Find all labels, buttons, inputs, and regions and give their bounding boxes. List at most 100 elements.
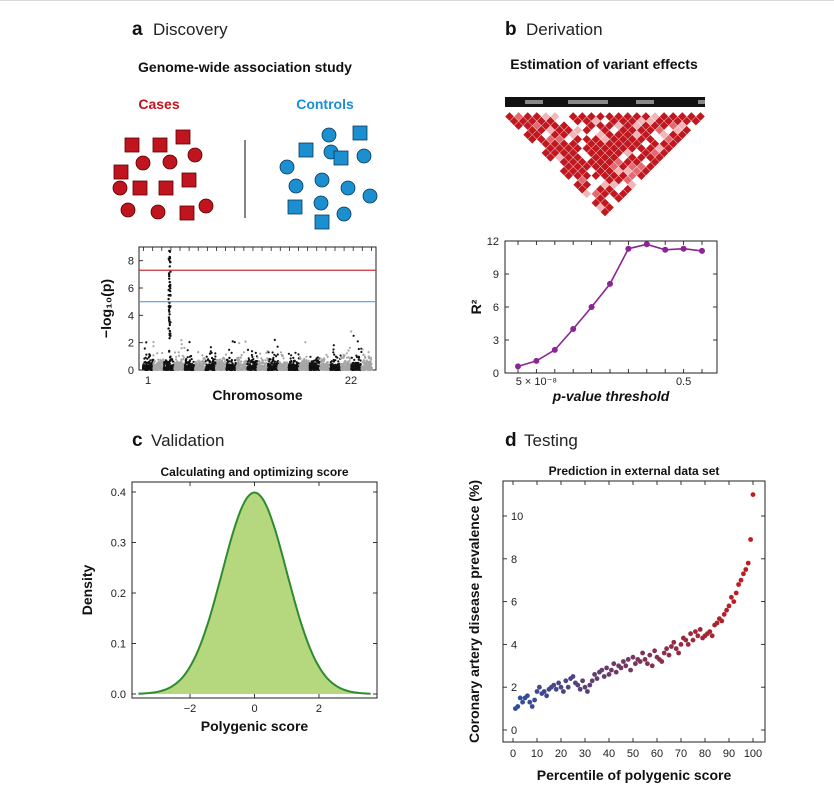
manhattan-point <box>332 348 335 351</box>
manhattan-point <box>215 358 218 361</box>
manhattan-point <box>202 357 205 360</box>
manhattan-point <box>180 358 183 361</box>
manhattan-point <box>273 353 276 356</box>
manhattan-point <box>247 357 250 360</box>
r2-point <box>680 245 687 252</box>
manhattan-point <box>168 350 171 353</box>
manhattan-point <box>248 364 251 367</box>
ld-bar-segment <box>505 100 525 104</box>
manhattan-point <box>228 356 231 360</box>
manhattan-point <box>342 353 345 356</box>
manhattan-point <box>351 368 354 371</box>
prevalence-point <box>649 663 655 669</box>
manhattan-point <box>144 361 148 364</box>
prevalence-point <box>611 661 617 667</box>
manhattan-point <box>213 358 216 361</box>
density-title: Calculating and optimizing score <box>160 465 348 479</box>
manhattan-point <box>214 361 217 364</box>
prevalence-point <box>652 648 657 654</box>
prevalence-point <box>532 697 537 703</box>
prevalence-point <box>669 644 674 649</box>
manhattan-peak-point <box>168 274 171 278</box>
manhattan-point <box>261 364 264 367</box>
y-tick-label: 0.2 <box>111 588 126 600</box>
prevalence-point <box>659 659 665 664</box>
manhattan-point <box>297 353 300 356</box>
y-tick-label: 6 <box>128 283 134 295</box>
manhattan-point <box>180 339 183 342</box>
manhattan-point <box>275 368 278 371</box>
manhattan-point <box>276 360 279 363</box>
cases-group-icon <box>112 129 214 221</box>
manhattan-point <box>211 361 214 364</box>
manhattan-point <box>244 363 247 366</box>
y-tick-label: 4 <box>511 639 517 651</box>
control-square-icon <box>352 125 368 141</box>
case-square-icon <box>152 137 168 153</box>
manhattan-point <box>201 354 204 357</box>
prevalence-point <box>745 560 751 566</box>
manhattan-point <box>367 362 370 365</box>
manhattan-point <box>149 368 152 371</box>
panel-b-title: Derivation <box>526 20 603 39</box>
r2-point <box>643 241 650 248</box>
manhattan-point <box>367 364 370 368</box>
manhattan-point <box>246 363 249 366</box>
prevalence-point <box>645 661 650 667</box>
ld-bar-segment <box>525 100 543 104</box>
manhattan-point <box>186 356 189 359</box>
x-tick-label: 40 <box>603 748 615 760</box>
y-tick-label: 2 <box>511 682 517 694</box>
manhattan-point <box>260 357 263 360</box>
manhattan-point <box>214 355 217 358</box>
controls-group-icon <box>279 125 378 230</box>
prevalence-point <box>592 672 597 677</box>
prevalence-point <box>580 678 585 684</box>
manhattan-point <box>166 367 169 370</box>
prevalence-point <box>709 633 715 639</box>
manhattan-point <box>174 358 178 361</box>
prevalence-point <box>585 689 590 694</box>
manhattan-peak-point <box>167 294 170 297</box>
manhattan-point <box>305 359 308 362</box>
panel-c-title: Validation <box>151 431 224 450</box>
manhattan-point <box>260 367 263 370</box>
y-tick-label: 0 <box>493 368 499 380</box>
manhattan-point <box>303 357 306 360</box>
ld-bar-segment <box>543 100 568 104</box>
manhattan-point <box>226 367 229 370</box>
r2-point <box>607 280 613 287</box>
manhattan-point <box>282 363 285 366</box>
prevalence-point <box>731 599 737 604</box>
manhattan-point <box>293 367 296 370</box>
manhattan-point <box>156 368 159 371</box>
prevalence-point <box>724 607 729 613</box>
manhattan-point <box>299 367 303 370</box>
manhattan-point <box>335 366 338 369</box>
manhattan-point <box>203 363 206 366</box>
manhattan-point <box>173 351 177 354</box>
manhattan-peak-point <box>168 313 171 316</box>
panel-c: c Validation Calculating and optimizing … <box>79 430 378 734</box>
manhattan-point <box>169 355 172 358</box>
y-tick-label: 8 <box>128 256 134 268</box>
manhattan-point <box>177 366 180 369</box>
manhattan-point <box>363 362 366 365</box>
manhattan-peak-point <box>168 329 172 333</box>
ld-heatmap-icon <box>504 97 706 217</box>
manhattan-point <box>242 351 245 354</box>
manhattan-point <box>339 354 342 357</box>
manhattan-peak-point <box>168 323 171 327</box>
manhattan-point <box>290 354 293 357</box>
manhattan-point <box>250 359 253 362</box>
manhattan-point <box>365 362 368 365</box>
panel-b-subtitle: Estimation of variant effects <box>510 56 698 72</box>
manhattan-point <box>302 362 305 365</box>
manhattan-point <box>298 363 301 366</box>
manhattan-point <box>213 368 216 371</box>
manhattan-point <box>284 364 287 367</box>
prevalence-point <box>664 646 669 652</box>
manhattan-point <box>304 362 307 365</box>
prevalence-point <box>534 689 540 694</box>
manhattan-point <box>322 357 326 360</box>
